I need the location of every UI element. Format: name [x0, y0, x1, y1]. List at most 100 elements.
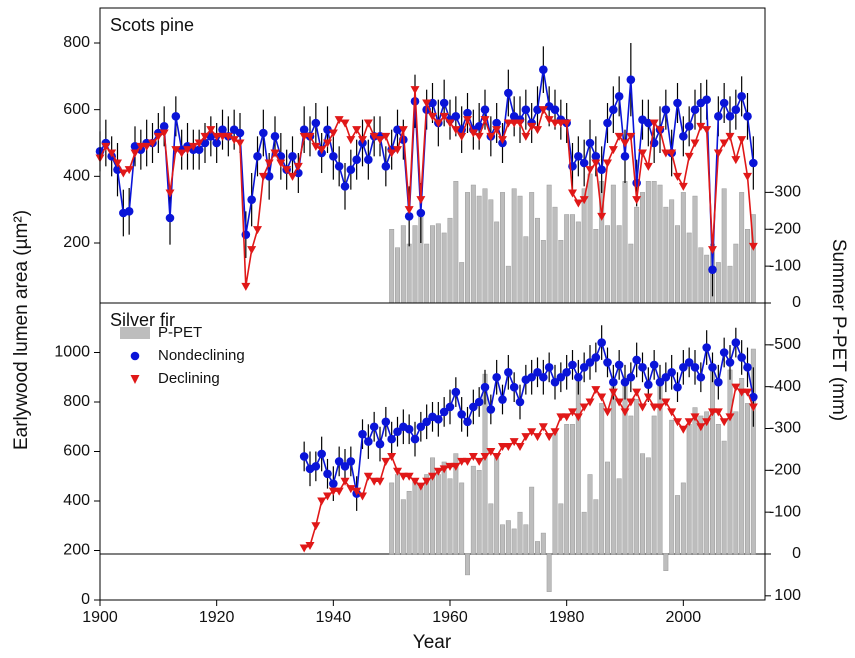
bar	[622, 378, 628, 555]
marker	[317, 449, 326, 459]
bar	[634, 398, 640, 555]
marker	[603, 118, 612, 128]
marker	[603, 159, 612, 168]
x-tick-label: 1900	[82, 609, 118, 626]
marker	[311, 522, 321, 531]
marker	[643, 393, 653, 402]
marker	[614, 398, 624, 407]
marker	[293, 162, 303, 171]
marker	[667, 149, 677, 158]
marker	[340, 462, 350, 471]
marker	[439, 407, 449, 417]
marker	[282, 166, 292, 175]
marker	[527, 372, 536, 382]
bar	[610, 184, 616, 304]
marker	[387, 434, 396, 444]
y-tick-label: 600	[63, 443, 90, 460]
marker	[632, 355, 641, 365]
marker	[702, 95, 711, 104]
bar	[430, 457, 435, 555]
marker	[305, 132, 315, 141]
x-tick-label: 1960	[432, 609, 468, 626]
marker	[194, 139, 204, 148]
bar	[575, 378, 581, 555]
marker	[445, 119, 455, 128]
marker	[608, 388, 618, 397]
marker	[480, 105, 490, 114]
bar	[517, 195, 523, 304]
marker	[410, 477, 420, 486]
marker	[346, 457, 356, 466]
x-tick-label: 1920	[199, 609, 235, 626]
bar	[640, 453, 645, 555]
marker	[556, 119, 566, 128]
marker	[527, 428, 537, 437]
marker	[346, 485, 356, 494]
marker	[229, 136, 239, 145]
x-tick-label: 1980	[549, 609, 585, 626]
marker	[451, 387, 461, 397]
y-tick-label: 200	[63, 542, 90, 559]
marker	[550, 119, 560, 128]
marker	[428, 472, 437, 481]
y-tick-label: 200	[63, 234, 90, 251]
marker	[329, 479, 338, 488]
marker	[393, 427, 402, 437]
marker	[644, 380, 653, 389]
marker	[492, 452, 502, 461]
bar	[482, 188, 488, 304]
marker	[737, 353, 746, 362]
bar	[593, 499, 599, 555]
marker	[299, 132, 309, 141]
marker	[620, 152, 630, 161]
marker	[369, 477, 379, 486]
bar	[645, 457, 651, 555]
marker	[369, 132, 379, 141]
marker	[136, 142, 146, 151]
marker	[469, 402, 478, 412]
marker	[375, 477, 385, 486]
bar	[616, 225, 622, 304]
marker	[684, 358, 694, 367]
bar	[459, 262, 465, 304]
marker	[358, 136, 367, 145]
marker	[597, 165, 606, 174]
marker	[608, 146, 618, 155]
y2-tick-label: -100	[769, 503, 801, 520]
marker	[113, 159, 122, 168]
marker	[749, 392, 758, 402]
y-tick-label: 800	[63, 393, 90, 410]
marker	[702, 126, 712, 135]
y-tick-label: 1000	[54, 344, 90, 361]
marker	[259, 128, 268, 138]
marker	[328, 129, 338, 138]
marker	[509, 438, 519, 447]
marker	[684, 152, 694, 161]
bar	[395, 474, 400, 555]
marker	[603, 408, 612, 417]
marker	[684, 122, 694, 131]
marker	[439, 98, 449, 108]
marker	[299, 544, 309, 553]
marker	[247, 246, 257, 255]
marker	[620, 377, 630, 387]
marker	[486, 405, 496, 414]
marker	[702, 418, 712, 427]
marker	[422, 417, 431, 427]
marker	[638, 403, 647, 412]
y2-tick-label: -200	[769, 462, 801, 479]
bar	[675, 495, 680, 555]
marker	[544, 363, 554, 372]
bar	[400, 225, 406, 304]
bar	[570, 214, 575, 304]
marker	[235, 139, 245, 148]
marker	[334, 457, 344, 466]
marker	[743, 172, 752, 181]
bar	[610, 386, 616, 555]
marker	[480, 452, 490, 461]
marker	[743, 388, 752, 397]
bar	[465, 192, 470, 304]
y2-tick-label: -400	[769, 378, 801, 395]
marker	[323, 492, 332, 501]
marker	[498, 136, 507, 145]
